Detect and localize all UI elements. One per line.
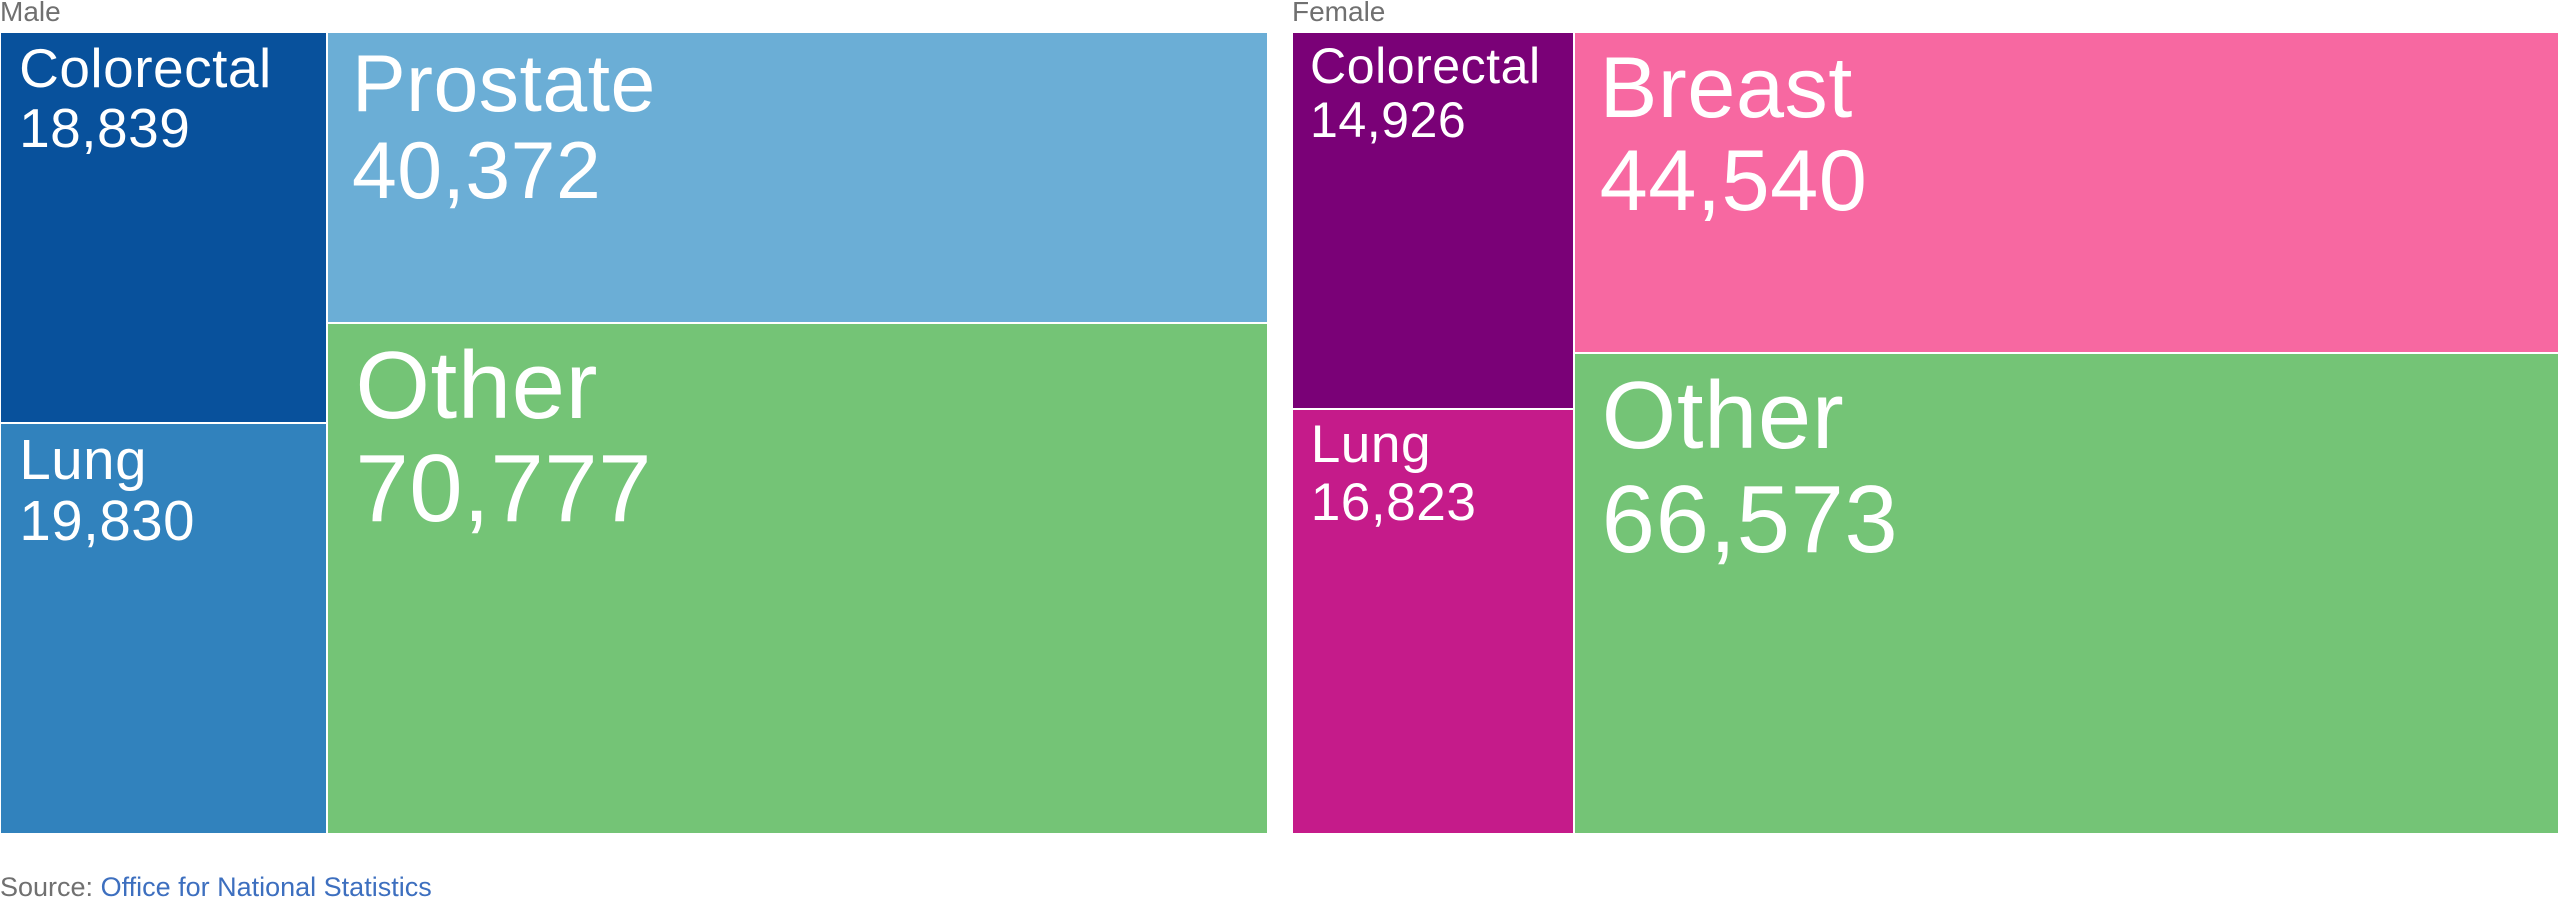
male-tile-value: 18,839 [19,96,191,159]
female-tile-value: 16,823 [1310,472,1477,532]
female-tile-label: Breast [1599,39,1853,136]
female-tile-lung: Lung 16,823 [1292,409,1574,834]
source-prefix: Source: [0,872,101,902]
male-tile-value: 40,372 [351,126,602,217]
male-tile-colorectal: Colorectal 18,839 [0,32,328,423]
male-tile-value: 70,777 [355,435,652,543]
male-tile-lung: Lung 19,830 [0,422,328,834]
source-link[interactable]: Office for National Statistics [100,872,432,902]
source-note: Source: Office for National Statistics [0,872,432,902]
female-tile-value: 44,540 [1599,133,1868,230]
male-tile-other: Other 70,777 [327,323,1268,834]
female-tile-colorectal: Colorectal 14,926 [1292,32,1574,410]
female-tile-other: Other 66,573 [1573,353,2559,834]
male-panel-title: Male [0,0,61,27]
male-tile-label: Other [355,331,598,439]
female-tile-label: Lung [1310,415,1432,475]
male-tile-label: Prostate [351,39,656,130]
female-tile-label: Other [1601,361,1845,469]
female-tile-breast: Breast 44,540 [1573,32,2559,354]
female-tile-label: Colorectal [1310,37,1541,94]
male-tile-value: 19,830 [19,489,196,553]
male-tile-label: Colorectal [19,37,272,100]
male-tile-prostate: Prostate 40,372 [327,32,1268,324]
male-tile-label: Lung [19,428,147,492]
male-treemap: Colorectal 18,839 Lung 19,830 Prostate 40,372… [0,32,1268,834]
female-tile-value: 14,926 [1310,92,1467,149]
female-treemap: Colorectal 14,926 Lung 16,823 Breast 44,540 Ot… [1292,32,2559,834]
female-tile-value: 66,573 [1601,465,1899,573]
female-panel-title: Female [1292,0,1386,27]
